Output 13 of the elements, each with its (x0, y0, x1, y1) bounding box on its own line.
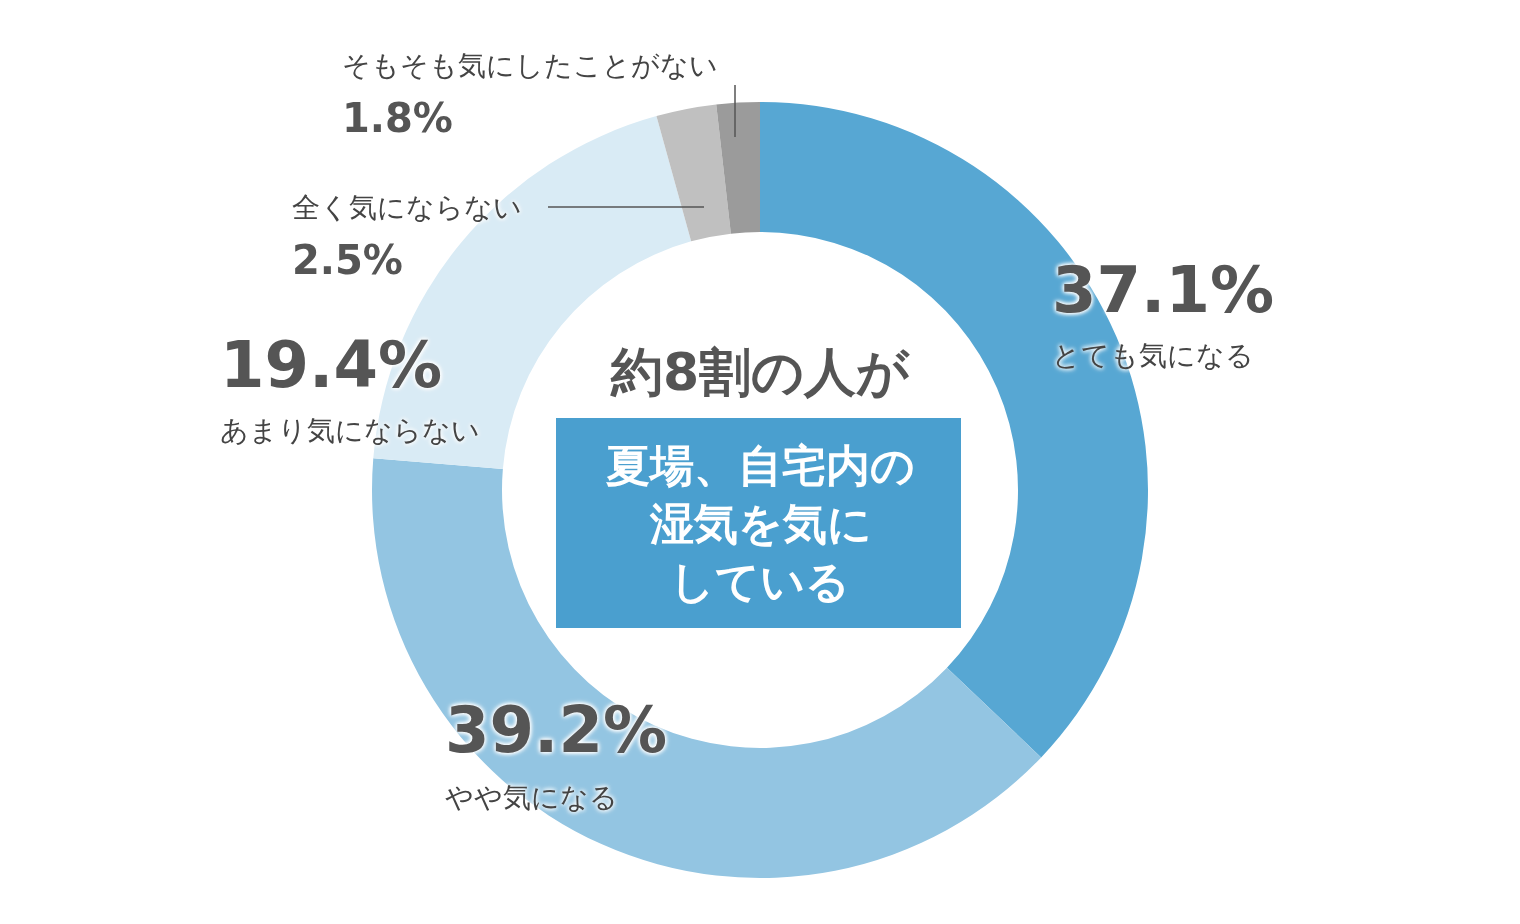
data-label: 2.5% (292, 237, 403, 283)
donut-slice (716, 102, 760, 234)
donut-slice (656, 104, 731, 242)
text: している (670, 556, 850, 607)
text: 夏場、自宅内の (606, 440, 915, 491)
data-label: 19.4% (220, 328, 443, 402)
slice-label: 全く気にならない (292, 191, 522, 224)
text: 湿気を気に (649, 498, 872, 549)
data-label: 1.8% (342, 95, 453, 141)
slice-label: やや気になる (445, 781, 618, 814)
slice-label: そもそも気にしたことがない (342, 49, 718, 82)
slice-label: あまり気にならない (220, 414, 480, 447)
text: 約8割の人が (610, 342, 911, 402)
